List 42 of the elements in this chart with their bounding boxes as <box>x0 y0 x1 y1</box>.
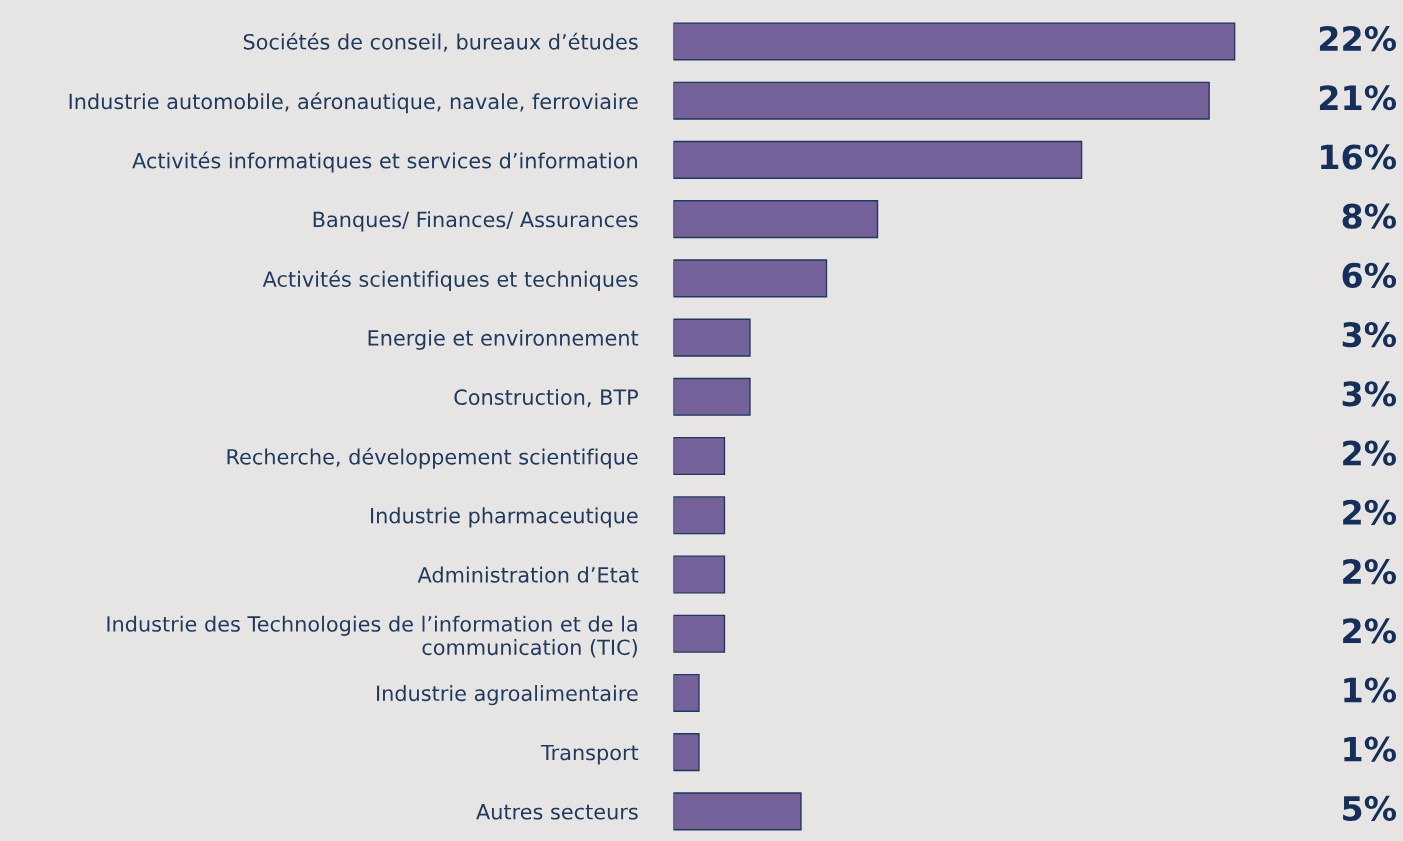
bar <box>673 792 802 831</box>
y-tick-label: Transport <box>540 744 639 765</box>
data-label: 8% <box>1342 203 1397 229</box>
data-label: 5% <box>1343 795 1397 822</box>
y-tick-label: Activités scientifiques et techniques <box>262 270 638 292</box>
y-tick-label: Energie et environnement <box>368 329 639 350</box>
y-tick-label: Industrie automobile, aéronautique, navale, ferroviaire <box>69 92 638 114</box>
bar <box>673 22 1236 61</box>
data-label: 1% <box>1344 677 1397 703</box>
y-tick-label: Industrie pharmaceutique <box>371 507 638 528</box>
bar <box>673 377 751 416</box>
bar <box>673 140 1083 179</box>
bar <box>673 318 751 357</box>
y-tick-label: Banques/ Finances/ Assurances <box>313 211 638 232</box>
data-label: 3% <box>1342 322 1397 348</box>
data-label: 1% <box>1344 736 1397 762</box>
y-tick-label: Administration d’Etat <box>417 566 639 583</box>
y-tick-label: Construction, BTP <box>454 388 639 408</box>
bar <box>673 673 700 712</box>
data-label: 2% <box>1343 618 1397 644</box>
data-label: 3% <box>1342 381 1397 407</box>
bar <box>673 81 1210 120</box>
bar <box>673 555 726 594</box>
data-label: 2% <box>1343 558 1397 585</box>
data-label: 2% <box>1343 499 1397 525</box>
data-label: 2% <box>1343 440 1397 466</box>
bar <box>673 200 879 239</box>
y-tick-label: Recherche, développement scientifique <box>227 447 638 469</box>
data-label: 6% <box>1342 262 1397 289</box>
bar <box>673 496 726 535</box>
data-label: 21% <box>1319 85 1397 111</box>
bar <box>673 733 700 772</box>
data-label: 22% <box>1319 25 1397 52</box>
y-tick-label: Industrie des Technologies de l’information et de la communication (TIC) <box>107 615 637 658</box>
bar <box>673 614 726 653</box>
data-label: 16% <box>1321 144 1397 170</box>
y-tick-label: Autres secteurs <box>476 804 638 820</box>
y-tick-label: Industrie agroalimentaire <box>377 685 638 706</box>
bar <box>673 436 726 476</box>
y-tick-label: Activités informatiques et services d’information <box>132 151 637 173</box>
bar <box>673 259 828 298</box>
y-tick-label: Sociétés de conseil, bureaux d’études <box>243 32 638 52</box>
